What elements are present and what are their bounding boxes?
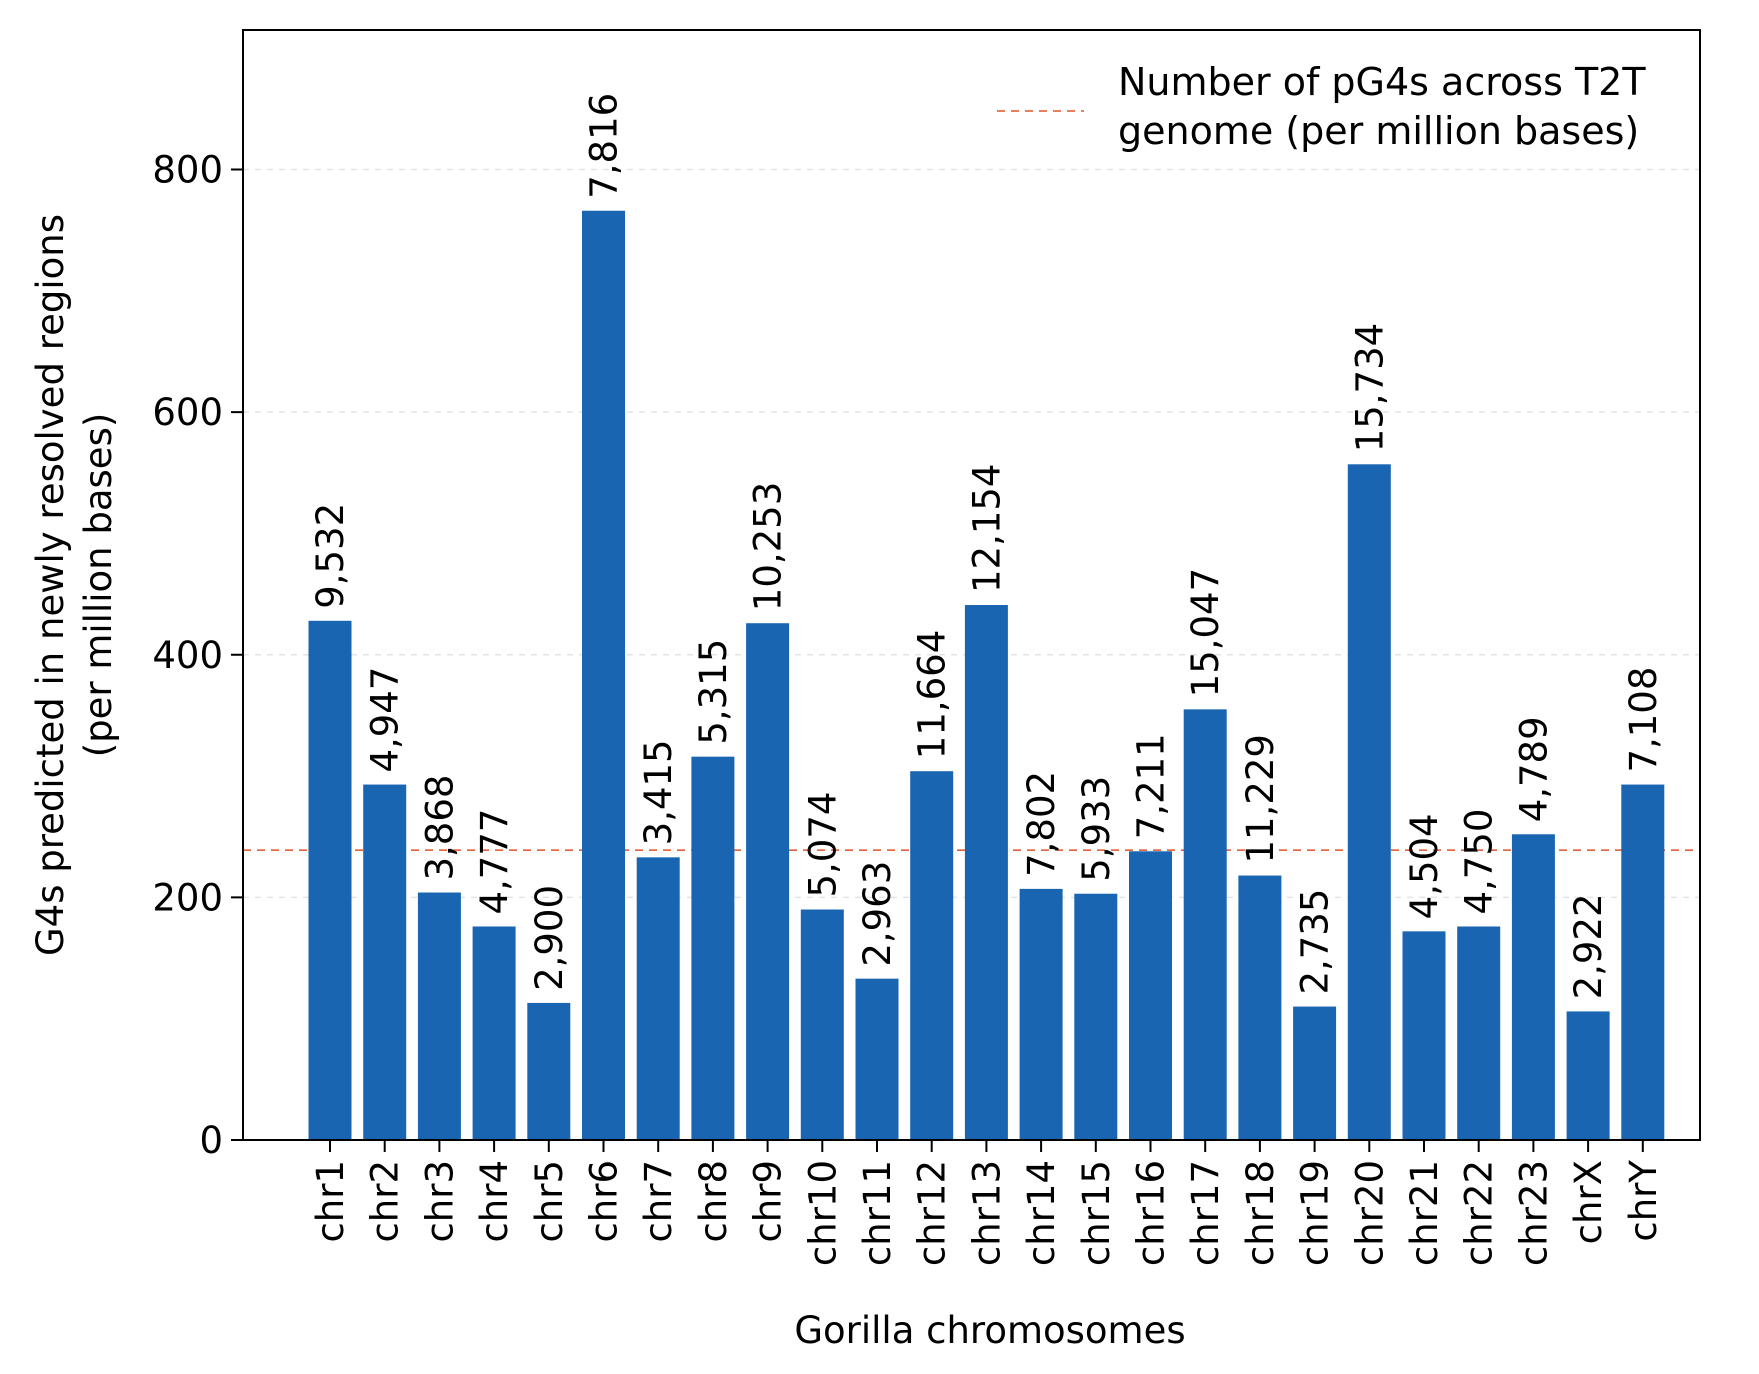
- bar-value-label: 3,415: [637, 739, 680, 845]
- grid-lines: [243, 168, 1700, 899]
- x-tick-label: chr6: [583, 1160, 626, 1243]
- bar-value-label: 15,047: [1184, 568, 1227, 697]
- bar-chr2: [363, 784, 407, 1140]
- bar-value-label: 15,734: [1348, 323, 1391, 452]
- bar-chr18: [1238, 875, 1282, 1140]
- x-tick-label: chr10: [801, 1160, 844, 1266]
- bar-chr23: [1511, 834, 1555, 1140]
- bar-chr5: [527, 1002, 571, 1140]
- x-tick-label: chr19: [1294, 1160, 1337, 1266]
- bar-chr17: [1183, 709, 1227, 1140]
- y-tick-label: 0: [199, 1119, 223, 1162]
- x-tick-label: chr9: [747, 1160, 790, 1243]
- x-tick-label: chr5: [528, 1160, 571, 1243]
- x-tick-label: chrX: [1567, 1160, 1610, 1244]
- x-tick-label: chr23: [1512, 1160, 1555, 1266]
- bar-chr11: [855, 978, 899, 1140]
- bar-chr14: [1019, 888, 1063, 1140]
- bar-value-label: 5,074: [801, 792, 844, 898]
- bar-value-label: 12,154: [965, 464, 1008, 593]
- bar-value-label: 7,211: [1130, 733, 1173, 839]
- bar-chr8: [691, 756, 735, 1140]
- x-axis-ticks: chr1 chr2 chr3 chr4 chr5 chr6 chr7 chr8 chr9 chr1…: [309, 1140, 1665, 1266]
- bar-value-label: 5,933: [1075, 776, 1118, 882]
- bar-chr9: [746, 623, 790, 1140]
- bar-value-label: 2,735: [1294, 889, 1337, 995]
- bar-chr1: [308, 620, 352, 1140]
- bar-value-label: 2,963: [856, 861, 899, 967]
- bar-chr21: [1402, 931, 1446, 1140]
- y-tick-label: 400: [152, 634, 223, 677]
- x-tick-label: chrY: [1622, 1160, 1665, 1242]
- x-tick-label: chr18: [1239, 1160, 1282, 1266]
- bar-chrY: [1621, 784, 1665, 1140]
- x-tick-label: chr8: [692, 1160, 735, 1243]
- y-axis-label-line-1: G4s predicted in newly resolved regions: [29, 214, 72, 956]
- y-axis-ticks: 0 200 400 600 800: [152, 149, 243, 1162]
- legend-label-line-1: Number of pG4s across T2T: [1118, 60, 1646, 104]
- bar-value-label: 5,315: [692, 639, 735, 745]
- y-tick-label: 800: [152, 149, 223, 192]
- x-tick-label: chr11: [856, 1160, 899, 1266]
- bar-value-label: 7,816: [583, 93, 626, 199]
- bar-chr12: [910, 771, 954, 1140]
- legend: Number of pG4s across T2T genome (per mi…: [997, 60, 1646, 153]
- legend-label-line-2: genome (per million bases): [1118, 109, 1639, 153]
- bar-value-label: 4,789: [1512, 716, 1555, 822]
- x-tick-label: chr1: [309, 1160, 352, 1243]
- bar-chr16: [1129, 851, 1172, 1140]
- bar-chrX: [1566, 1011, 1610, 1140]
- x-tick-label: chr20: [1348, 1160, 1391, 1266]
- bar-value-label: 9,532: [309, 503, 352, 609]
- bar-value-label: 11,664: [911, 630, 954, 759]
- x-tick-label: chr16: [1130, 1160, 1173, 1266]
- x-tick-label: chr22: [1458, 1160, 1501, 1266]
- bar-value-label: 4,750: [1458, 809, 1501, 915]
- x-tick-label: chr2: [364, 1160, 407, 1243]
- bar-chr6: [582, 210, 625, 1141]
- bar-value-labels: 9,532 4,947 3,868 4,777 2,900 7,816 3,415 5,315…: [309, 93, 1665, 1000]
- bar-value-label: 11,229: [1239, 734, 1282, 863]
- bar-chr10: [800, 909, 844, 1140]
- bar-chr15: [1074, 893, 1118, 1140]
- bar-chr7: [636, 857, 680, 1140]
- bar-value-label: 10,253: [747, 482, 790, 611]
- bar-chr20: [1347, 464, 1391, 1141]
- bar-value-label: 2,900: [528, 885, 571, 991]
- x-tick-label: chr14: [1020, 1160, 1063, 1266]
- bar-value-label: 4,777: [473, 809, 516, 915]
- plot-frame: [242, 29, 1701, 1141]
- x-tick-label: chr12: [911, 1160, 954, 1266]
- bar-chr19: [1293, 1006, 1337, 1140]
- y-tick-label: 200: [152, 876, 223, 919]
- bar-value-label: 3,868: [418, 775, 461, 881]
- x-tick-label: chr13: [965, 1160, 1008, 1266]
- x-axis-label: Gorilla chromosomes: [794, 1309, 1185, 1352]
- bar-value-label: 7,108: [1622, 667, 1665, 773]
- bar-chr3: [417, 892, 461, 1140]
- bar-chr4: [472, 926, 516, 1140]
- x-tick-label: chr15: [1075, 1160, 1118, 1266]
- bar-value-label: 4,947: [364, 667, 407, 773]
- x-tick-label: chr21: [1403, 1160, 1446, 1266]
- bar-value-label: 4,504: [1403, 813, 1446, 919]
- bar-chr22: [1457, 926, 1501, 1140]
- bar-value-label: 7,802: [1020, 771, 1063, 877]
- x-tick-label: chr17: [1184, 1160, 1227, 1266]
- x-tick-label: chr4: [473, 1160, 516, 1243]
- x-tick-label: chr7: [637, 1160, 680, 1243]
- bars: [308, 210, 1665, 1141]
- y-tick-label: 600: [152, 391, 223, 434]
- bar-value-label: 2,922: [1567, 893, 1610, 999]
- x-tick-label: chr3: [418, 1160, 461, 1243]
- bar-chr13: [964, 605, 1008, 1140]
- y-axis-label-line-2: (per million bases): [77, 413, 120, 758]
